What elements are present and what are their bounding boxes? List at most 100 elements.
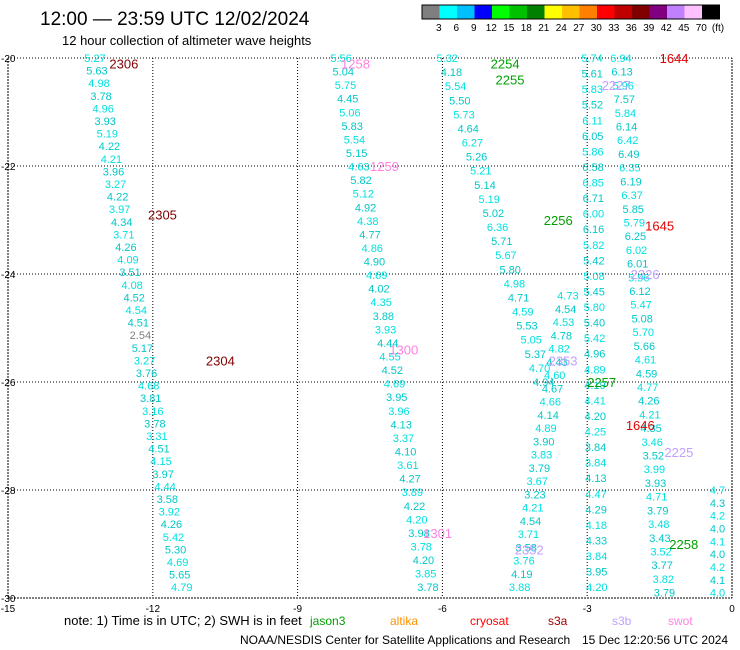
legend-swatch <box>667 5 685 19</box>
wave-height-value: 3.78 <box>144 418 165 430</box>
legend-swatch <box>422 5 440 19</box>
legend-swatch <box>544 5 562 19</box>
wave-height-value: 4.34 <box>111 217 132 229</box>
wave-height-value: 4.59 <box>512 307 533 319</box>
wave-height-value: 5.53 <box>516 321 537 333</box>
legend-label: 70 <box>696 23 708 34</box>
wave-height-value: 4.18 <box>441 67 462 79</box>
wave-height-value: 6.11 <box>582 115 603 127</box>
legend-swatch <box>527 5 545 19</box>
pass-number-label: 1644 <box>660 51 689 66</box>
wave-height-value: 3.71 <box>518 529 539 541</box>
pass-number-label: 2304 <box>206 353 235 368</box>
legend-label: 9 <box>471 23 477 34</box>
wave-height-value: 4.09 <box>117 255 138 267</box>
color-scale-legend: 3 6 9 12 15 18 21 24 27 30 33 36 39 42 45 70 (ft) <box>421 4 724 34</box>
wave-height-value: 5.50 <box>449 95 470 107</box>
legend-label: 42 <box>661 23 673 34</box>
wave-height-value: 6.14 <box>616 122 637 134</box>
wave-height-value: 3.93 <box>375 324 396 336</box>
pass-labels: 2306 2305 2304 1258 1259 1300 1301 2254 2255 2256… <box>109 51 698 557</box>
wave-height-value: 4.89 <box>584 364 605 376</box>
track-f: 6.946.135.967.575.846.146.426.496.356.19… <box>610 53 675 600</box>
wave-height-value: 5.86 <box>582 146 603 158</box>
wave-height-value: 5.42 <box>163 532 184 544</box>
legend-label: 30 <box>591 23 603 34</box>
wave-height-value: 4.66 <box>540 397 561 409</box>
wave-height-value: 4.21 <box>522 503 543 515</box>
wave-height-value: 5.66 <box>634 341 655 353</box>
wave-height-value: 4.94 <box>533 377 554 389</box>
satellite-legend: jason3 altika cryosat s3a s3b swot <box>309 614 693 628</box>
wave-height-value: 4.19 <box>584 380 605 392</box>
wave-height-value: 4.52 <box>123 292 144 304</box>
legend-swatch <box>684 5 702 19</box>
wave-height-value: 5.96 <box>613 80 634 92</box>
wave-height-value: 5.42 <box>583 255 604 267</box>
wave-height-value: 3.84 <box>585 442 606 454</box>
wave-height-value: 3.31 <box>146 431 167 443</box>
wave-height-value: 5.04 <box>333 67 354 79</box>
wave-height-value: 5.47 <box>630 300 651 312</box>
wave-height-value: 3.79 <box>529 463 550 475</box>
legend-swatch <box>509 5 527 19</box>
wave-height-value: 4.26 <box>638 396 659 408</box>
legend-label: 33 <box>608 23 620 34</box>
wave-height-value: 4.1 <box>710 575 725 587</box>
wave-height-value: 4.54 <box>555 304 576 316</box>
wave-height-value: 4.0 <box>710 523 725 535</box>
legend-swatch <box>614 5 632 19</box>
wave-height-value: 5.84 <box>615 108 636 120</box>
wave-height-value: 6.85 <box>582 178 603 190</box>
wave-height-value: 3.16 <box>142 406 163 418</box>
wave-height-value: 4.92 <box>355 202 376 214</box>
wave-height-value: 4.77 <box>637 382 658 394</box>
wave-height-value: 4.54 <box>520 516 541 528</box>
wave-height-value: 4.13 <box>390 419 411 431</box>
footer-timestamp: 15 Dec 12:20:56 UTC 2024 <box>582 633 728 647</box>
legend-swatch <box>492 5 510 19</box>
legend-label: 6 <box>453 23 459 34</box>
legend-swatch <box>579 5 597 19</box>
wave-height-value: 5.96 <box>628 272 649 284</box>
wave-height-value: 6.94 <box>610 53 631 65</box>
wave-height-value: 3.51 <box>119 267 140 279</box>
wave-height-value: 4.35 <box>370 297 391 309</box>
pass-number-label: 2352 <box>515 542 544 557</box>
legend-swatch <box>562 5 580 19</box>
wave-height-value: 6.05 <box>582 131 603 143</box>
wave-height-value: 3.71 <box>113 229 134 241</box>
wave-height-value: 5.67 <box>495 250 516 262</box>
wave-height-value: 5.27 <box>84 53 105 65</box>
wave-height-value: 4.71 <box>646 492 667 504</box>
wave-height-value: 5.56 <box>330 53 351 65</box>
wave-height-value: 4.61 <box>635 355 656 367</box>
wave-height-value: 5.79 <box>624 217 645 229</box>
wave-height-value: 5.21 <box>470 166 491 178</box>
wave-height-value: 3.78 <box>90 91 111 103</box>
track-d: 4.734.544.534.784.824.434.604.674.664.14… <box>509 291 579 595</box>
wave-height-value: 5.06 <box>339 107 360 119</box>
wave-height-value: 2.54 <box>130 330 151 342</box>
track-g: 4.74.34.24.04.14.04.24.14.0 <box>710 485 725 600</box>
wave-height-value: 3.84 <box>586 551 607 563</box>
x-tick-label: 0 <box>729 604 735 615</box>
wave-height-value: 3.84 <box>585 458 606 470</box>
wave-height-value: 4.2 <box>710 511 725 523</box>
wave-height-value: 4.79 <box>171 582 192 594</box>
wave-height-value: 4.27 <box>399 474 420 486</box>
wave-height-value: 4.1 <box>710 536 725 548</box>
wave-height-value: 3.97 <box>152 469 173 481</box>
wave-height-value: 4.53 <box>553 317 574 329</box>
wave-height-value: 3.93 <box>645 478 666 490</box>
legend-label: 21 <box>538 23 550 34</box>
wave-height-value: 4.19 <box>511 569 532 581</box>
wave-height-value: 3.76 <box>136 368 157 380</box>
wave-height-value: 5.40 <box>584 318 605 330</box>
legend-swatch <box>474 5 492 19</box>
satellite-legend-s3a: s3a <box>548 614 568 628</box>
wave-height-value: 5.08 <box>583 271 604 283</box>
page-title: 12:00 — 23:59 UTC 12/02/2024 <box>40 9 310 30</box>
wave-height-value: 3.92 <box>159 507 180 519</box>
wave-height-value: 3.79 <box>647 505 668 517</box>
